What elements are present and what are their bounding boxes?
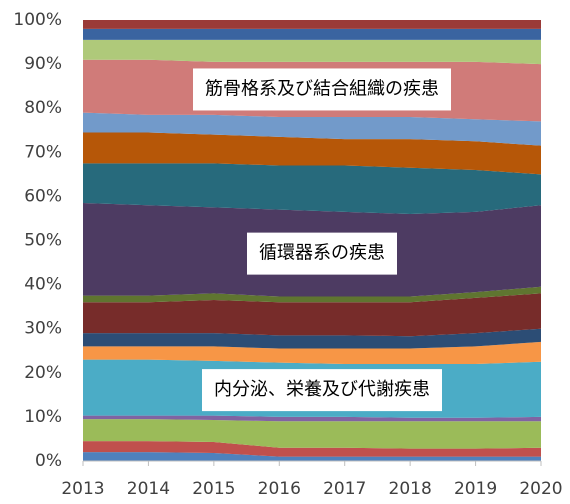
area (83, 441, 541, 457)
annotation: 筋骨格系及び結合組織の疾患 (193, 68, 451, 111)
annotation-text: 内分泌、栄養及び代謝疾患 (214, 379, 430, 400)
y-tick-label: 70% (24, 142, 62, 162)
x-tick-label: 2015 (192, 479, 235, 499)
x-tick-label: 2020 (519, 479, 562, 499)
annotation-text: 循環器系の疾患 (259, 243, 385, 264)
area (83, 163, 541, 215)
area (83, 39, 541, 65)
annotation-box (247, 232, 397, 275)
x-tick-label: 2013 (61, 479, 104, 499)
annotation-box (202, 369, 442, 412)
area (83, 20, 541, 29)
area (83, 419, 541, 449)
area (83, 341, 541, 364)
x-tick-label: 2019 (454, 479, 497, 499)
area (83, 132, 541, 175)
annotation-box (193, 68, 451, 111)
y-tick-label: 40% (24, 275, 62, 295)
area (83, 293, 541, 337)
area (83, 112, 541, 146)
x-tick-label: 2018 (389, 479, 432, 499)
x-tick-label: 2014 (127, 479, 170, 499)
y-tick-label: 90% (24, 54, 62, 74)
y-tick-label: 60% (24, 186, 62, 206)
area (83, 328, 541, 349)
y-tick-label: 0% (35, 451, 62, 471)
y-tick-label: 50% (24, 231, 62, 251)
area (83, 415, 541, 422)
area (83, 28, 541, 40)
annotation-text: 筋骨格系及び結合組織の疾患 (205, 78, 439, 99)
x-tick-label: 2016 (258, 479, 301, 499)
y-tick-label: 30% (24, 319, 62, 339)
y-tick-label: 100% (13, 10, 62, 30)
annotation: 循環器系の疾患 (247, 232, 397, 275)
y-tick-label: 10% (24, 407, 62, 427)
area (83, 286, 541, 303)
y-tick-label: 20% (24, 363, 62, 383)
annotation: 内分泌、栄養及び代謝疾患 (202, 369, 442, 412)
x-tick-label: 2017 (323, 479, 366, 499)
y-tick-label: 80% (24, 98, 62, 118)
